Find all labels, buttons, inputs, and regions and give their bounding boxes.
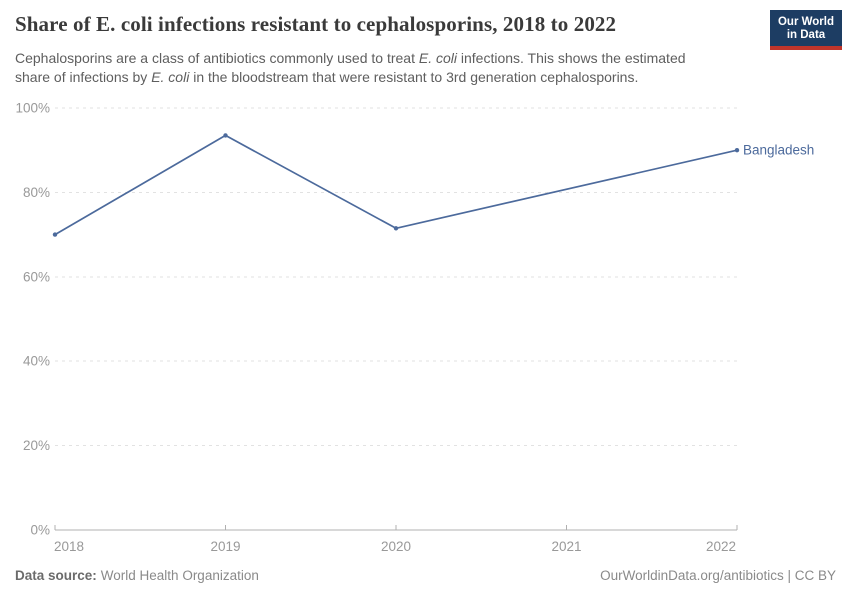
- subtitle-italic-text: E. coli: [418, 50, 457, 66]
- x-axis-tick-label: 2018: [54, 539, 84, 554]
- y-axis-tick-label: 0%: [30, 523, 50, 538]
- subtitle-text: in the bloodstream that were resistant t…: [189, 69, 639, 85]
- data-point[interactable]: [223, 133, 228, 138]
- x-axis-tick-label: 2020: [381, 539, 411, 554]
- y-axis-tick-label: 40%: [23, 354, 50, 369]
- x-axis-tick-label: 2021: [551, 539, 581, 554]
- subtitle-text: share of infections by: [15, 69, 152, 85]
- chart-title: Share of E. coli infections resistant to…: [15, 12, 617, 36]
- owid-logo[interactable]: Our World in Data: [770, 10, 842, 50]
- chart-subtitle: Cephalosporins are a class of antibiotic…: [15, 49, 760, 87]
- logo-text-line2: in Data: [786, 29, 826, 41]
- subtitle-text: infections. This shows the estimated: [457, 50, 686, 66]
- data-point[interactable]: [734, 148, 740, 153]
- series-label[interactable]: Bangladesh: [743, 143, 814, 158]
- subtitle-text: Cephalosporins are a class of antibiotic…: [15, 50, 419, 66]
- y-axis-tick-label: 80%: [23, 185, 50, 200]
- data-source-value: World Health Organization: [100, 568, 259, 583]
- subtitle-line: Cephalosporins are a class of antibiotic…: [15, 49, 760, 68]
- chart-footer: Data source: World Health Organization Ou…: [15, 568, 836, 583]
- data-point[interactable]: [393, 226, 399, 231]
- trend-line[interactable]: [54, 134, 738, 236]
- logo-text-line1: Our World: [777, 16, 834, 28]
- y-axis-tick-label: 20%: [23, 438, 50, 453]
- subtitle-line: share of infections by E. coli in the bl…: [15, 68, 760, 87]
- y-axis-tick-label: 60%: [23, 269, 50, 284]
- data-source: Data source: World Health Organization: [15, 568, 259, 583]
- data-source-label: Data source:: [15, 568, 97, 583]
- subtitle-italic-text: E. coli: [151, 69, 190, 85]
- data-point[interactable]: [52, 232, 58, 237]
- y-axis-tick-label: 100%: [15, 101, 50, 116]
- x-axis-tick-label: 2019: [210, 539, 240, 554]
- x-axis-tick-label: 2022: [706, 539, 736, 554]
- footer-citation-link[interactable]: OurWorldinData.org/antibiotics | CC BY: [600, 568, 836, 583]
